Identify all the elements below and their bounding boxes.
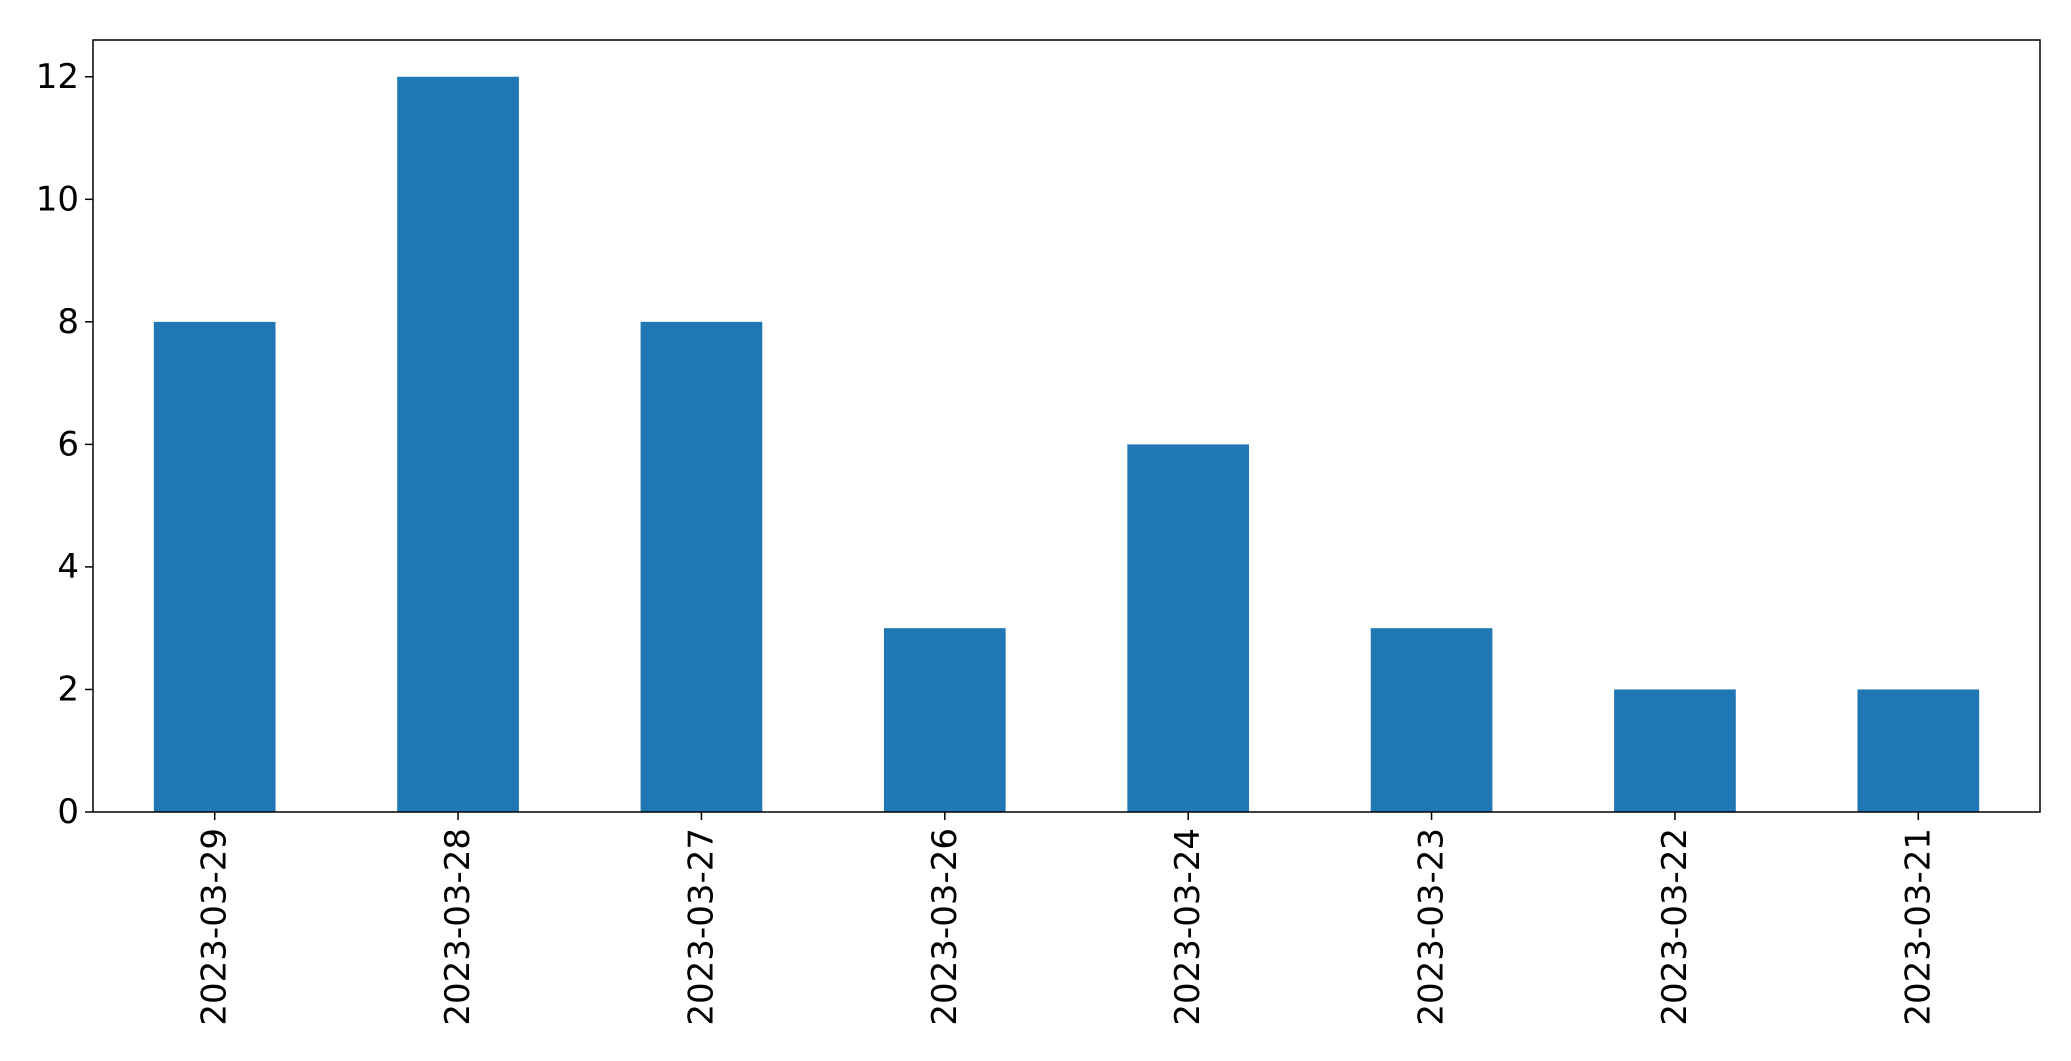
x-tick-label: 2023-03-23 bbox=[1412, 828, 1452, 1026]
bars-group bbox=[153, 76, 1980, 812]
y-tick-label: 8 bbox=[57, 302, 79, 342]
bar bbox=[640, 321, 763, 812]
x-tick-label: 2023-03-28 bbox=[438, 828, 478, 1026]
y-tick-label: 6 bbox=[57, 424, 79, 464]
y-tick-label: 2 bbox=[57, 669, 79, 709]
bar bbox=[153, 321, 276, 812]
bar bbox=[1127, 444, 1250, 812]
bar bbox=[1614, 689, 1736, 812]
y-tick-label: 4 bbox=[57, 547, 79, 587]
y-tick-label: 12 bbox=[36, 57, 79, 97]
bar bbox=[883, 628, 1006, 812]
x-tick-label: 2023-03-26 bbox=[925, 828, 965, 1026]
x-axis: 2023-03-29 2023-03-28 2023-03-27 2023-03-26… bbox=[195, 812, 1938, 1026]
bar bbox=[1857, 689, 1980, 812]
y-tick-label: 0 bbox=[57, 792, 79, 832]
x-tick-label: 2023-03-21 bbox=[1898, 828, 1938, 1026]
plot-frame bbox=[92, 39, 2041, 813]
x-tick-label: 2023-03-22 bbox=[1655, 828, 1695, 1026]
x-tick-label: 2023-03-24 bbox=[1168, 828, 1208, 1026]
x-tick-label: 2023-03-27 bbox=[681, 828, 721, 1026]
bar bbox=[397, 76, 519, 812]
y-axis: 0 2 4 6 8 10 12 bbox=[36, 57, 93, 832]
x-tick-label: 2023-03-29 bbox=[195, 828, 235, 1026]
bar bbox=[1370, 628, 1493, 812]
y-tick-label: 10 bbox=[36, 179, 79, 219]
